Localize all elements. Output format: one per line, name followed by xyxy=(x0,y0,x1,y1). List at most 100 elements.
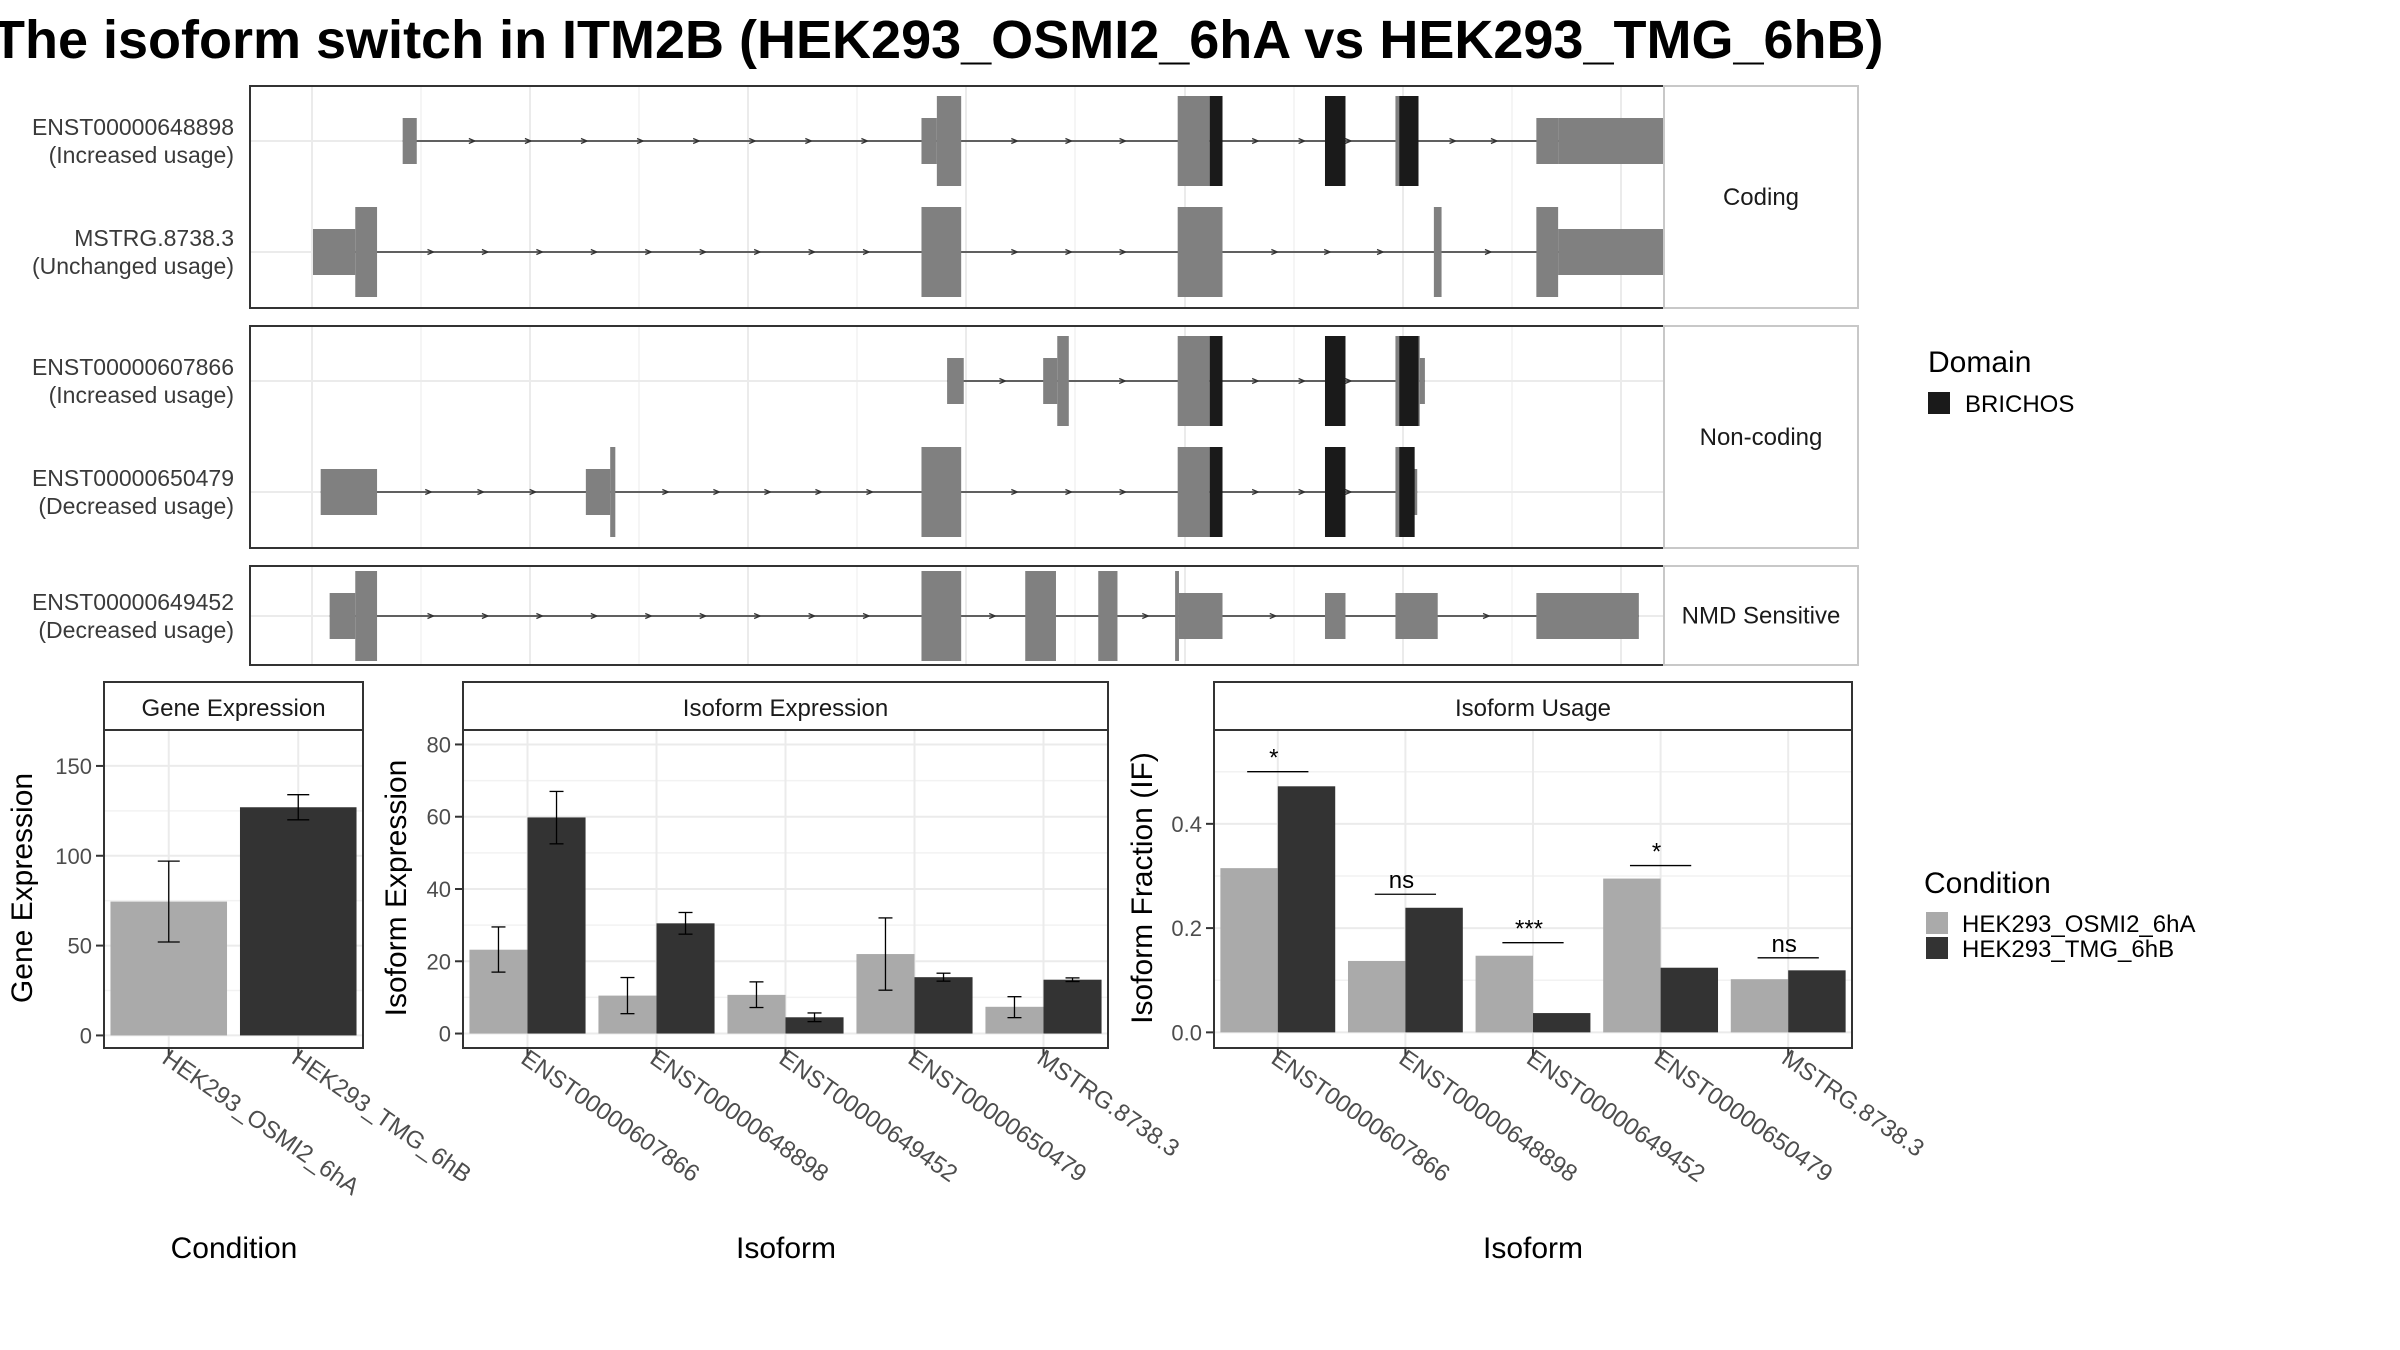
intron-arrow xyxy=(1449,137,1458,145)
significance-marker: * xyxy=(1247,745,1309,773)
intron-arrow xyxy=(1251,488,1260,496)
intron-arrow xyxy=(699,612,708,620)
intron-arrow xyxy=(1298,377,1307,385)
intron-arrow xyxy=(753,612,762,620)
intron-arrow xyxy=(1269,612,1278,620)
coding-exon xyxy=(1025,571,1056,661)
facet-strip xyxy=(1663,85,1859,309)
intron-arrow xyxy=(1298,488,1307,496)
error-bar xyxy=(678,911,693,935)
intron-arrow xyxy=(1142,612,1150,620)
intron-arrow xyxy=(477,488,486,496)
domain-legend-title: Domain xyxy=(1928,346,2031,379)
coding-exon xyxy=(921,447,962,537)
coding-exon xyxy=(1177,96,1210,186)
isoform-bar xyxy=(785,1017,844,1034)
coding-exon xyxy=(1098,571,1118,661)
y-tick-label: 0.0 xyxy=(1171,1020,1202,1045)
intron-arrow xyxy=(590,248,599,256)
y-tick-label: 0.4 xyxy=(1171,812,1202,837)
intron-arrow xyxy=(468,137,477,145)
intron-arrow xyxy=(1119,488,1128,496)
intron-arrow xyxy=(861,137,870,145)
coding-exon xyxy=(355,571,378,661)
condition-legend-key xyxy=(1926,912,1948,934)
intron-arrow xyxy=(536,248,545,256)
transcript-row: MSTRG.8738.3(Unchanged usage) xyxy=(32,207,1665,297)
significance-marker: *** xyxy=(1502,916,1564,944)
intron-arrow xyxy=(1490,137,1499,145)
facet-strip xyxy=(1663,565,1859,666)
significance-label: * xyxy=(1652,839,1661,866)
coding-exon xyxy=(921,571,962,661)
coding-exon xyxy=(1536,207,1559,297)
brichos-domain xyxy=(1399,96,1419,186)
y-tick-label: 50 xyxy=(68,934,92,959)
transcript-usage: (Increased usage) xyxy=(49,142,234,168)
y-tick-label: 100 xyxy=(55,844,92,869)
coding-exon xyxy=(1433,207,1442,297)
significance-marker: ns xyxy=(1374,867,1437,895)
coding-exon xyxy=(1177,447,1210,537)
intron-arrow xyxy=(1119,248,1128,256)
intron-arrow xyxy=(1065,137,1074,145)
brichos-domain xyxy=(1324,447,1346,537)
facet-strip xyxy=(1663,325,1859,549)
utr-exon xyxy=(1043,358,1058,404)
transcript-row: ENST00000650479(Decreased usage) xyxy=(32,447,1418,537)
utr-exon xyxy=(402,118,417,164)
intron-arrow xyxy=(1011,137,1019,145)
coding-exon xyxy=(1177,207,1223,297)
coding-exon xyxy=(1175,571,1179,661)
transcript-usage: (Decreased usage) xyxy=(38,617,234,643)
y-axis-title: Isoform Fraction (IF) xyxy=(1126,752,1159,1024)
transcript-name: ENST00000649452 xyxy=(32,589,234,615)
intron-arrow xyxy=(862,248,871,256)
transcript-usage: (Increased usage) xyxy=(49,382,234,408)
intron-arrow xyxy=(1251,377,1260,385)
error-bar xyxy=(287,794,310,821)
intron-arrow xyxy=(481,248,490,256)
brichos-domain xyxy=(1399,336,1419,426)
isoform-bar xyxy=(1220,868,1278,1033)
intron-arrow xyxy=(427,612,436,620)
coding-exon xyxy=(610,447,616,537)
intron-arrow xyxy=(692,137,701,145)
brichos-domain xyxy=(1209,336,1223,426)
coding-exon xyxy=(1177,336,1210,426)
coding-exon xyxy=(936,96,962,186)
intron-arrow xyxy=(580,137,589,145)
expression-charts: Gene Expression050100150HEK293_OSMI2_6hA… xyxy=(6,681,1929,1265)
intron-arrow xyxy=(1344,137,1353,145)
chart-strip xyxy=(1213,681,1853,731)
intron-arrow xyxy=(645,612,653,620)
intron-arrow xyxy=(988,612,997,620)
y-axis-title: Gene Expression xyxy=(6,773,39,1003)
error-bar xyxy=(491,926,506,973)
error-bar xyxy=(936,972,951,982)
isoform-bar xyxy=(1660,967,1719,1033)
chart-panel: Isoform Expression020406080ENST000006078… xyxy=(380,681,1184,1265)
transcript-name: ENST00000607866 xyxy=(32,354,234,380)
intron-arrow xyxy=(662,488,671,496)
utr-exon xyxy=(1419,358,1425,404)
isoform-bar xyxy=(1603,878,1661,1033)
error-bar xyxy=(807,1012,822,1023)
intron-arrow xyxy=(1482,612,1491,620)
intron-arrow xyxy=(645,248,653,256)
intron-arrow xyxy=(1484,248,1493,256)
transcript-row: ENST00000648898(Increased usage) xyxy=(32,96,1665,186)
brichos-domain xyxy=(1399,447,1415,537)
y-tick-label: 0.2 xyxy=(1171,916,1202,941)
utr-exon xyxy=(1558,229,1665,275)
error-bar xyxy=(620,976,635,1015)
utr-exon xyxy=(320,469,378,515)
chart-title: Isoform Expression xyxy=(683,695,888,722)
intron-arrow xyxy=(808,612,817,620)
intron-arrow xyxy=(1118,377,1127,385)
isoform-bar xyxy=(1475,955,1533,1033)
isoform-bar xyxy=(914,977,973,1034)
chart-title: Gene Expression xyxy=(141,695,325,722)
